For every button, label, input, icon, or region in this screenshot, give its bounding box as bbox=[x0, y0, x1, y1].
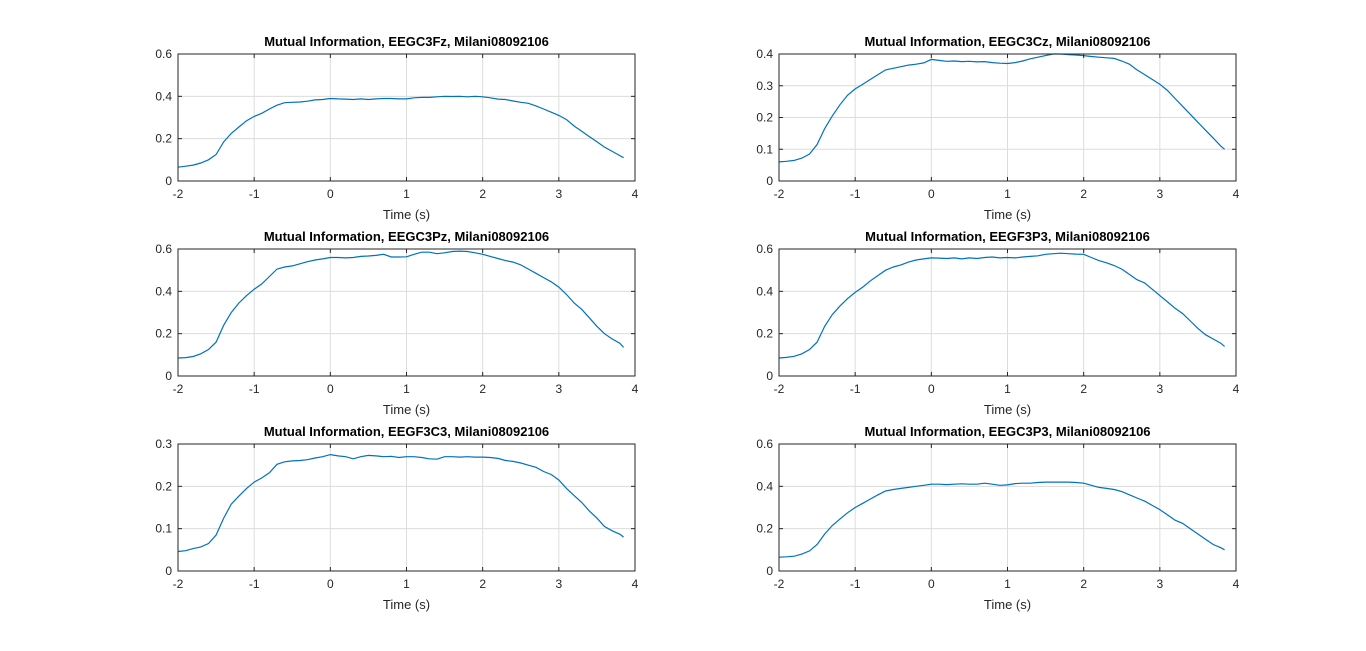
y-tick-label: 0 bbox=[165, 564, 172, 578]
chart-title: Mutual Information, EEGC3Pz, Milani08092… bbox=[264, 229, 549, 244]
x-tick-label: -2 bbox=[774, 382, 785, 396]
y-tick-label: 0.3 bbox=[756, 79, 773, 93]
x-tick-label: 4 bbox=[1233, 577, 1240, 591]
x-tick-label: 1 bbox=[403, 577, 410, 591]
x-tick-label: -2 bbox=[173, 577, 184, 591]
x-tick-label: 4 bbox=[1233, 382, 1240, 396]
x-tick-label: 0 bbox=[928, 187, 935, 201]
y-tick-label: 0.4 bbox=[756, 284, 773, 298]
x-tick-label: 3 bbox=[555, 382, 562, 396]
y-tick-label: 0.2 bbox=[756, 111, 773, 125]
chart-panel-5: -2 -1 0 1 2 3 4 0 0.1 0.2 0.3 Mutual Information, E… bbox=[155, 424, 638, 612]
y-tick-label: 0.2 bbox=[155, 132, 172, 146]
x-tick-label: 2 bbox=[479, 577, 486, 591]
y-tick-label: 0.2 bbox=[155, 479, 172, 493]
x-tick-label: 1 bbox=[1004, 577, 1011, 591]
y-tick-label: 0.2 bbox=[756, 327, 773, 341]
x-tick-label: 2 bbox=[1080, 382, 1087, 396]
chart-panel-1: -2 -1 0 1 2 3 4 0 0.2 0.4 0.6 Mutual Information, E… bbox=[155, 34, 638, 222]
y-tick-label: 0.6 bbox=[756, 437, 773, 451]
chart-title: Mutual Information, EEGC3Cz, Milani08092… bbox=[864, 34, 1150, 49]
chart-panel-6: -2 -1 0 1 2 3 4 0 0.2 0.4 0.6 Mutual Information, E… bbox=[756, 424, 1239, 612]
x-tick-label: 0 bbox=[327, 187, 334, 201]
chart-panel-2: -2 -1 0 1 2 3 4 0 0.1 0.2 0.3 0.4 Mutual Information… bbox=[756, 34, 1239, 222]
x-tick-label: 4 bbox=[632, 187, 639, 201]
x-tick-label: 2 bbox=[1080, 187, 1087, 201]
x-tick-label: -1 bbox=[249, 382, 260, 396]
x-tick-label: -2 bbox=[774, 577, 785, 591]
x-tick-label: 2 bbox=[479, 382, 486, 396]
series-line bbox=[177, 250, 625, 359]
series-line bbox=[177, 453, 624, 553]
y-tick-label: 0 bbox=[165, 369, 172, 383]
x-tick-label: -1 bbox=[249, 577, 260, 591]
x-tick-label: -2 bbox=[173, 382, 184, 396]
y-tick-label: 0.4 bbox=[155, 284, 172, 298]
x-tick-label: -1 bbox=[249, 187, 260, 201]
x-tick-label: 0 bbox=[327, 577, 334, 591]
x-tick-label: 4 bbox=[632, 577, 639, 591]
x-tick-label: 1 bbox=[403, 187, 410, 201]
chart-title: Mutual Information, EEGC3P3, Milani08092… bbox=[864, 424, 1150, 439]
x-tick-label: 0 bbox=[928, 577, 935, 591]
x-tick-label: -2 bbox=[774, 187, 785, 201]
x-axis-label: Time (s) bbox=[984, 597, 1031, 612]
x-tick-label: 0 bbox=[327, 382, 334, 396]
x-tick-label: 4 bbox=[632, 382, 639, 396]
x-tick-label: 4 bbox=[1233, 187, 1240, 201]
x-tick-label: 1 bbox=[1004, 187, 1011, 201]
y-tick-label: 0.2 bbox=[756, 522, 773, 536]
x-tick-label: -1 bbox=[850, 577, 861, 591]
y-tick-label: 0.1 bbox=[155, 522, 172, 536]
series-line bbox=[778, 252, 1225, 359]
x-tick-label: 2 bbox=[479, 187, 486, 201]
x-tick-label: 2 bbox=[1080, 577, 1087, 591]
y-tick-label: 0.6 bbox=[155, 47, 172, 61]
y-tick-label: 0 bbox=[165, 174, 172, 188]
chart-title: Mutual Information, EEGC3Fz, Milani08092… bbox=[264, 34, 549, 49]
y-tick-label: 0.4 bbox=[756, 479, 773, 493]
x-tick-label: 3 bbox=[555, 577, 562, 591]
x-tick-label: -2 bbox=[173, 187, 184, 201]
x-tick-label: 3 bbox=[1156, 577, 1163, 591]
chart-panel-4: -2 -1 0 1 2 3 4 0 0.2 0.4 0.6 Mutual Information, E… bbox=[756, 229, 1239, 417]
x-axis-label: Time (s) bbox=[383, 597, 430, 612]
y-tick-label: 0.4 bbox=[155, 89, 172, 103]
y-tick-label: 0 bbox=[766, 174, 773, 188]
y-tick-label: 0.6 bbox=[756, 242, 773, 256]
x-tick-label: -1 bbox=[850, 187, 861, 201]
x-axis-label: Time (s) bbox=[383, 207, 430, 222]
y-tick-label: 0 bbox=[766, 369, 773, 383]
y-tick-label: 0.6 bbox=[155, 242, 172, 256]
series-line bbox=[177, 95, 624, 168]
x-axis-label: Time (s) bbox=[984, 207, 1031, 222]
y-tick-label: 0.3 bbox=[155, 437, 172, 451]
x-tick-label: 3 bbox=[1156, 382, 1163, 396]
x-axis-label: Time (s) bbox=[984, 402, 1031, 417]
x-tick-label: 0 bbox=[928, 382, 935, 396]
x-tick-label: 1 bbox=[403, 382, 410, 396]
chart-title: Mutual Information, EEGF3P3, Milani08092… bbox=[865, 229, 1150, 244]
y-tick-label: 0.1 bbox=[756, 142, 773, 156]
x-tick-label: 3 bbox=[555, 187, 562, 201]
chart-title: Mutual Information, EEGF3C3, Milani08092… bbox=[264, 424, 549, 439]
chart-panel-3: -2 -1 0 1 2 3 4 0 0.2 0.4 0.6 Mutual Information, E… bbox=[155, 229, 638, 417]
x-axis-label: Time (s) bbox=[383, 402, 430, 417]
y-tick-label: 0 bbox=[766, 564, 773, 578]
x-tick-label: 1 bbox=[1004, 382, 1011, 396]
series-line bbox=[778, 53, 1225, 163]
y-tick-label: 0.2 bbox=[155, 327, 172, 341]
series-line bbox=[778, 481, 1225, 558]
y-tick-label: 0.4 bbox=[756, 47, 773, 61]
x-tick-label: -1 bbox=[850, 382, 861, 396]
x-tick-label: 3 bbox=[1156, 187, 1163, 201]
